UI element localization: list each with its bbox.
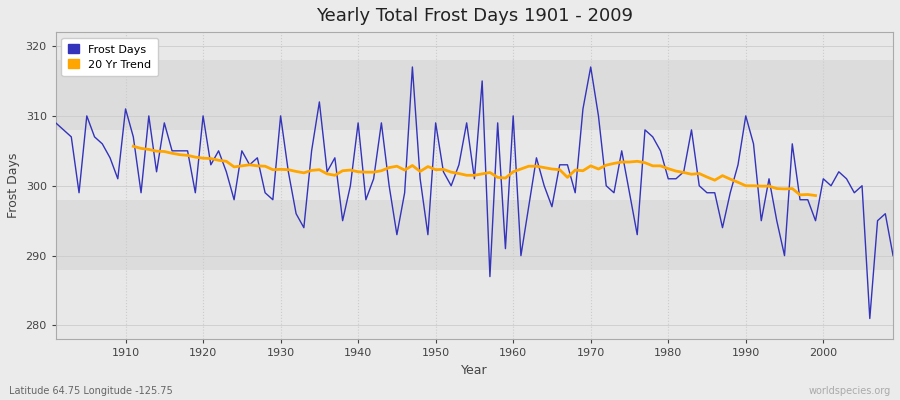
Text: Latitude 64.75 Longitude -125.75: Latitude 64.75 Longitude -125.75: [9, 386, 173, 396]
Frost Days: [407, 64, 418, 69]
Frost Days: [283, 169, 293, 174]
Frost Days: [864, 316, 875, 321]
20 Yr Trend: [733, 180, 743, 185]
20 Yr Trend: [392, 164, 402, 169]
20 Yr Trend: [477, 172, 488, 176]
20 Yr Trend: [128, 144, 139, 149]
Title: Yearly Total Frost Days 1901 - 2009: Yearly Total Frost Days 1901 - 2009: [316, 7, 633, 25]
20 Yr Trend: [267, 167, 278, 172]
20 Yr Trend: [810, 193, 821, 198]
Bar: [56, 270, 893, 340]
Frost Days: [329, 156, 340, 160]
Y-axis label: Frost Days: Frost Days: [7, 153, 20, 218]
Frost Days: [508, 114, 518, 118]
Line: 20 Yr Trend: 20 Yr Trend: [133, 146, 815, 196]
Frost Days: [50, 120, 61, 125]
Text: worldspecies.org: worldspecies.org: [809, 386, 891, 396]
20 Yr Trend: [198, 156, 209, 160]
Frost Days: [887, 253, 898, 258]
Bar: [56, 200, 893, 270]
Bar: [56, 0, 893, 60]
Bar: [56, 60, 893, 130]
Frost Days: [608, 190, 619, 195]
Bar: [56, 130, 893, 200]
Frost Days: [112, 176, 123, 181]
Legend: Frost Days, 20 Yr Trend: Frost Days, 20 Yr Trend: [61, 38, 158, 76]
Frost Days: [516, 253, 526, 258]
20 Yr Trend: [213, 158, 224, 163]
Line: Frost Days: Frost Days: [56, 67, 893, 318]
X-axis label: Year: Year: [461, 364, 488, 377]
